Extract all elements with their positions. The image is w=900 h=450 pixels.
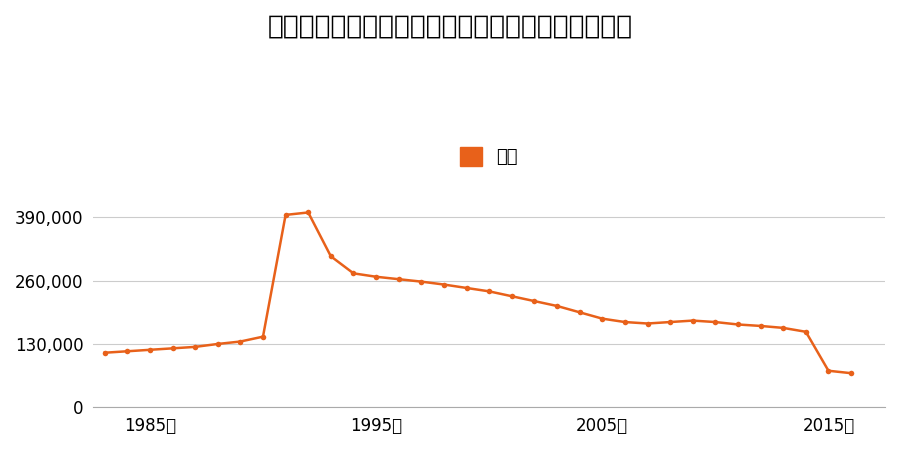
価格 [99,350,110,356]
Legend: 価格: 価格 [453,140,526,174]
価格 [755,323,766,328]
価格 [800,329,811,334]
価格 [416,279,427,284]
価格 [552,303,562,309]
価格 [824,368,834,373]
価格 [529,298,540,304]
価格 [642,321,652,326]
価格 [846,370,857,376]
価格 [122,349,132,354]
価格 [574,310,585,315]
価格 [619,320,630,325]
価格 [280,212,291,218]
価格 [438,282,449,287]
価格 [302,210,313,215]
価格 [461,285,472,291]
価格 [665,320,676,325]
価格 [257,334,268,339]
価格 [393,276,404,282]
価格 [710,320,721,325]
価格 [597,316,608,321]
価格 [733,322,743,327]
Text: 大阪府高槻市川添２丁目１５８０番７０の地価推移: 大阪府高槻市川添２丁目１５８０番７０の地価推移 [267,14,633,40]
価格 [778,325,788,331]
価格 [167,346,178,351]
価格 [484,288,495,294]
価格 [507,293,517,299]
価格 [371,274,382,279]
Line: 価格: 価格 [102,210,854,376]
価格 [326,254,337,259]
価格 [235,339,246,344]
価格 [348,270,359,276]
価格 [145,347,156,352]
価格 [688,318,698,323]
価格 [190,344,201,350]
価格 [212,341,223,346]
